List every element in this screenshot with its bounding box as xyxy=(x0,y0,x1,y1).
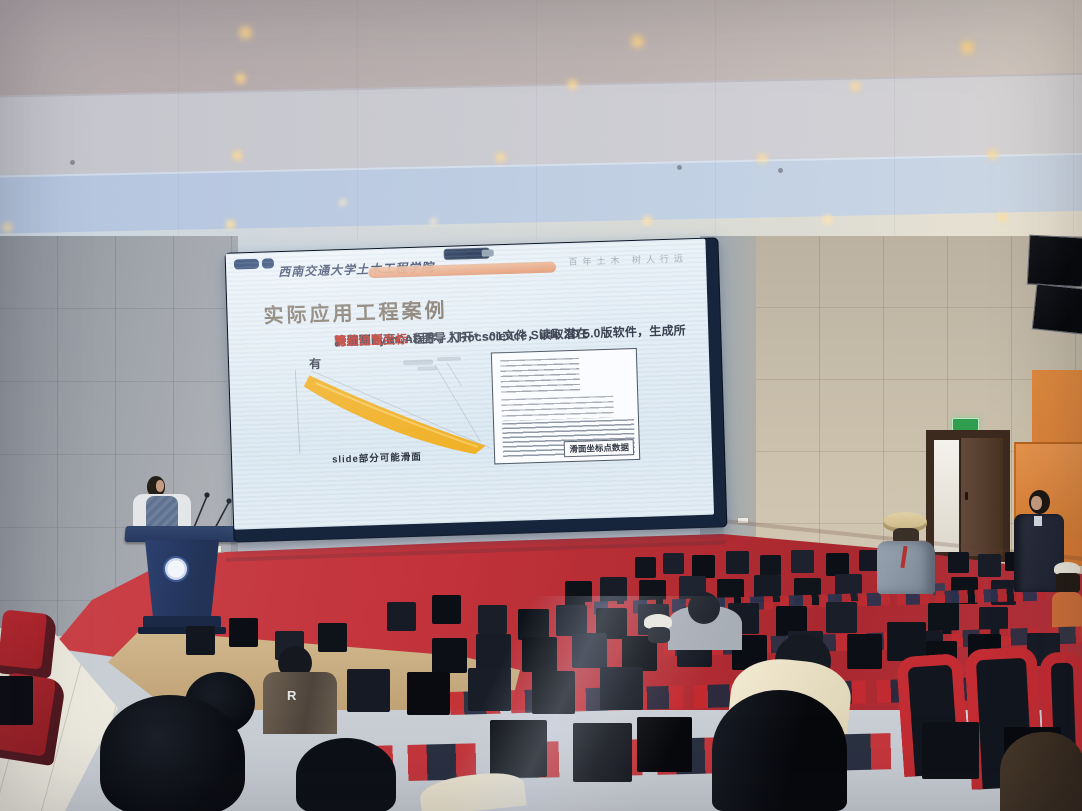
left-wall xyxy=(0,236,238,636)
podium-base xyxy=(143,616,221,628)
wall-outlet xyxy=(737,517,749,524)
jacket-letter: R xyxy=(287,688,297,703)
person-head xyxy=(688,592,720,624)
long-hair-person xyxy=(712,690,847,811)
body-line2-black-end: 。 xyxy=(334,334,347,349)
loudspeaker-box xyxy=(1026,234,1082,288)
foreground-head xyxy=(1000,732,1082,811)
standing-person-suit xyxy=(1012,488,1066,592)
presenter-toolbar xyxy=(443,247,494,260)
bucket-hat xyxy=(883,512,927,532)
ceiling-sprinkler xyxy=(70,160,75,165)
door-handle xyxy=(965,492,968,500)
standing-person-with-hat xyxy=(875,508,937,594)
podium-base xyxy=(138,627,226,634)
person-head xyxy=(1056,573,1080,593)
data-text-lines xyxy=(501,395,615,422)
person-body xyxy=(1014,514,1064,592)
letter-jacket-person: R xyxy=(263,672,337,734)
slip-surface-diagram xyxy=(294,356,490,455)
podium xyxy=(124,470,255,640)
projection-screen: 西南交通大学土木工程学院 百年土木 树人行远 实际应用工程案例 将监测断面CAD… xyxy=(225,238,727,542)
presentation-slide: 西南交通大学土木工程学院 百年土木 树人行远 实际应用工程案例 将监测断面CAD… xyxy=(225,238,715,530)
podium-desk xyxy=(124,526,240,542)
left-audience-seat xyxy=(0,609,58,679)
person-face xyxy=(1031,496,1042,510)
foreground-head xyxy=(296,738,396,811)
foreground-head xyxy=(100,695,245,811)
diagram-caption: slide部分可能滑面 xyxy=(331,451,422,466)
white-cap-person xyxy=(644,614,672,629)
ceiling-sprinkler xyxy=(677,165,682,170)
ceiling-seams xyxy=(0,0,1082,240)
open-door-light xyxy=(934,440,959,552)
shirt-collar xyxy=(1034,516,1042,526)
white-cap xyxy=(1054,562,1080,575)
databox-caption: 滑面坐标点数据 xyxy=(564,439,635,458)
lecturer-face xyxy=(156,480,164,492)
audience-heads-row xyxy=(0,0,1,1)
red-seat xyxy=(895,652,971,778)
slide-title: 实际应用工程案例 xyxy=(263,299,448,328)
slide-toolbar-pill xyxy=(233,258,260,270)
presenter-toolbar-segment xyxy=(481,249,494,257)
university-emblem xyxy=(163,556,189,582)
loudspeaker-box xyxy=(1031,283,1082,335)
person-head xyxy=(893,528,919,544)
ceiling-sprinkler xyxy=(778,168,783,173)
slide-toolbar-pill xyxy=(261,258,275,269)
person-head xyxy=(648,627,670,643)
slide-motto-text: 百年土木 树人行远 xyxy=(568,253,689,268)
